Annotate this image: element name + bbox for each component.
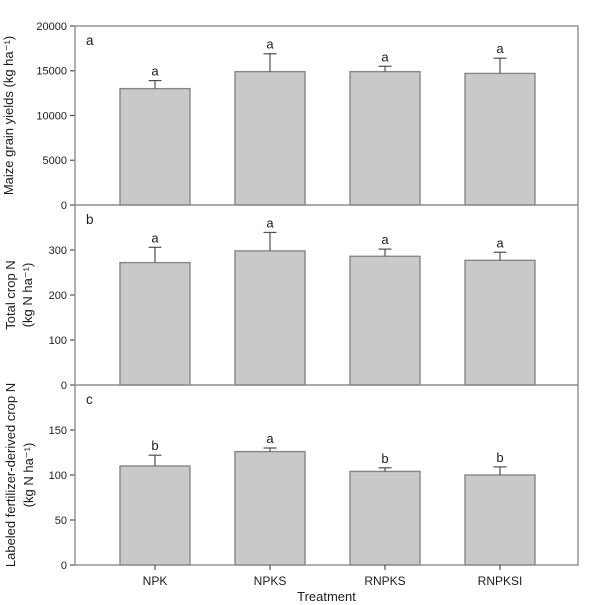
bar-a-RNPKSI bbox=[464, 72, 536, 206]
bar-a-NPK bbox=[119, 87, 191, 206]
sig-letter-b-RNPKSI: a bbox=[496, 235, 504, 250]
bar-b-RNPKS bbox=[349, 255, 421, 386]
y-tick-label-b: 200 bbox=[49, 290, 67, 302]
y-axis-title-b: Total crop N bbox=[3, 260, 18, 329]
y-tick-label-c: 0 bbox=[61, 560, 67, 572]
y-axis-title-b: (kg N ha⁻¹) bbox=[20, 263, 35, 328]
bar-b-NPK bbox=[119, 261, 191, 386]
y-axis-title-c: Labeled fertilizer-derived crop N bbox=[3, 383, 18, 567]
bar-c-RNPKSI bbox=[464, 474, 536, 566]
x-axis-title: Treatment bbox=[297, 589, 356, 604]
sig-letter-b-NPKS: a bbox=[266, 215, 274, 230]
y-tick-label-c: 100 bbox=[49, 470, 67, 482]
bar-c-NPKS bbox=[234, 450, 306, 566]
sig-letter-a-RNPKS: a bbox=[381, 49, 389, 64]
bar-c-RNPKS bbox=[349, 470, 421, 566]
y-tick-label-b: 100 bbox=[49, 335, 67, 347]
y-tick-label-c: 50 bbox=[55, 515, 67, 527]
y-tick-label-c: 150 bbox=[49, 425, 67, 437]
y-tick-label-a: 10000 bbox=[36, 110, 67, 122]
sig-letter-b-NPK: a bbox=[151, 230, 159, 245]
sig-letter-a-NPKS: a bbox=[266, 37, 274, 52]
sig-letter-c-RNPKSI: b bbox=[496, 450, 503, 465]
sig-letter-c-NPKS: a bbox=[266, 431, 274, 446]
plot-frame bbox=[74, 25, 579, 566]
sig-letter-c-NPK: b bbox=[151, 438, 158, 453]
y-axis-title-a: Maize grain yields (kg ha⁻¹) bbox=[1, 36, 16, 195]
bar-a-NPKS bbox=[234, 70, 306, 206]
sig-letter-b-RNPKS: a bbox=[381, 232, 389, 247]
panel-letter-b: b bbox=[86, 212, 94, 227]
bar-a-RNPKS bbox=[349, 70, 421, 206]
panel-letter-c: c bbox=[86, 392, 93, 407]
sig-letter-c-RNPKS: b bbox=[381, 451, 388, 466]
bar-b-NPKS bbox=[234, 250, 306, 386]
y-tick-label-b: 300 bbox=[49, 245, 67, 257]
x-tick-label-NPK: NPK bbox=[143, 574, 168, 588]
x-tick-label-NPKS: NPKS bbox=[254, 574, 287, 588]
sig-letter-a-NPK: a bbox=[151, 64, 159, 79]
sig-letter-a-RNPKSI: a bbox=[496, 41, 504, 56]
bar-b-RNPKSI bbox=[464, 259, 536, 386]
x-tick-label-RNPKS: RNPKS bbox=[364, 574, 405, 588]
bar-c-NPK bbox=[119, 465, 191, 566]
x-tick-label-RNPKSI: RNPKSI bbox=[478, 574, 523, 588]
y-tick-label-a: 0 bbox=[61, 200, 67, 212]
y-tick-label-b: 0 bbox=[61, 380, 67, 392]
y-tick-label-a: 20000 bbox=[36, 21, 67, 33]
panel-letter-a: a bbox=[86, 33, 94, 48]
y-tick-label-a: 5000 bbox=[43, 155, 67, 167]
y-axis-title-c: (kg N ha⁻¹) bbox=[21, 443, 36, 508]
y-tick-label-a: 15000 bbox=[36, 66, 67, 78]
